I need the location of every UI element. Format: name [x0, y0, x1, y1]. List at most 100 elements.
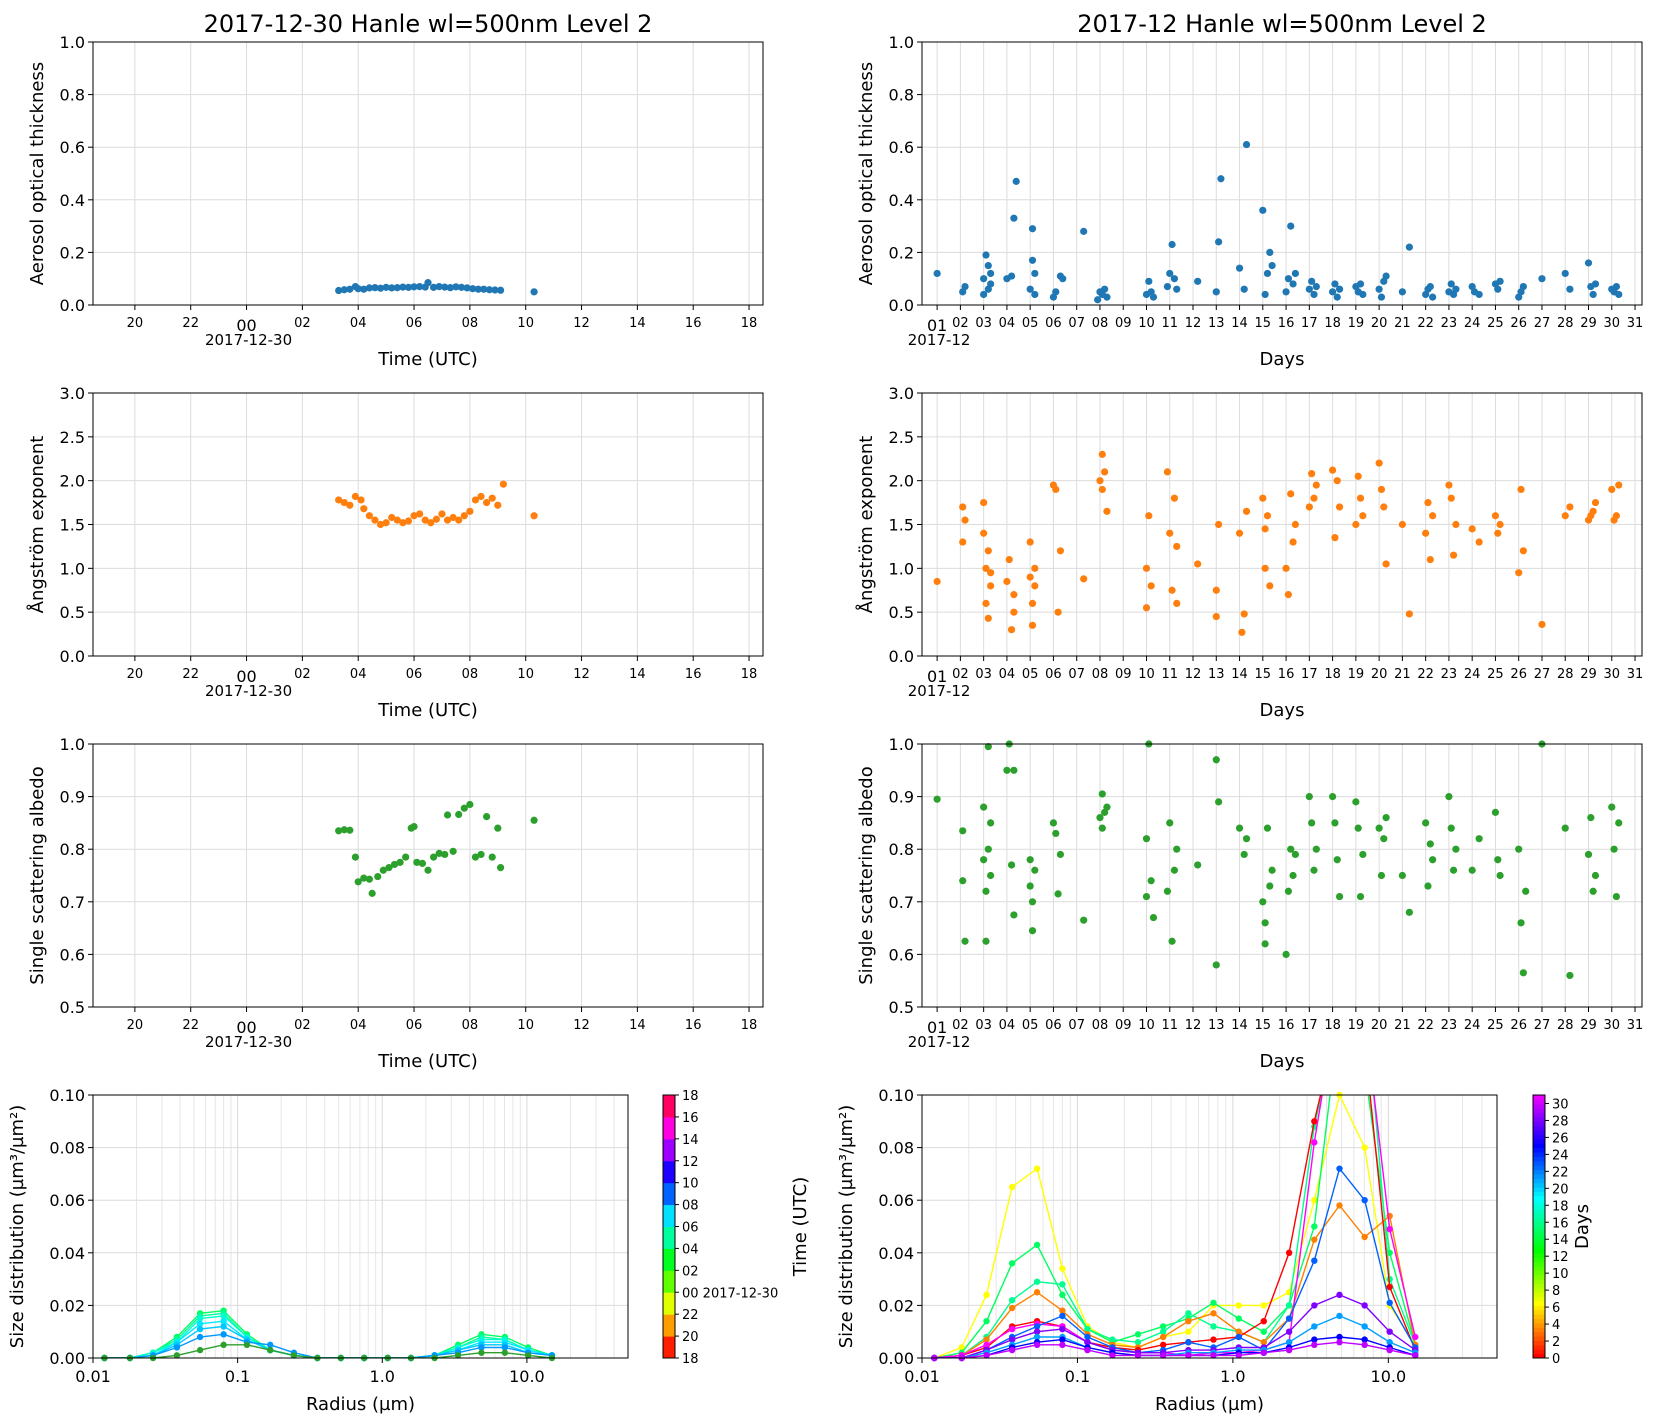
- x-tick-label: 31: [1627, 316, 1644, 331]
- series-point: [1059, 1291, 1066, 1299]
- x-tick-label: 06: [406, 667, 423, 682]
- x-axis-label: Days: [1260, 700, 1305, 721]
- data-point: [1235, 529, 1244, 537]
- data-point: [1007, 861, 1016, 869]
- series-point: [1185, 1317, 1192, 1325]
- data-point: [1163, 282, 1172, 291]
- series-point: [1033, 1323, 1041, 1330]
- colorbar-tick-label: 08: [682, 1199, 699, 1214]
- y-tick-label: 0.04: [878, 1244, 914, 1263]
- axes-frame: [92, 1094, 629, 1359]
- colorbar: 18 20 22 00 2017-12-30 02 04 06 08 10 12 14 16 18 Tim…: [662, 1089, 811, 1367]
- colorbar-band: [1533, 1257, 1545, 1263]
- x-tick-label: 28: [1557, 316, 1574, 331]
- data-point: [980, 290, 988, 299]
- series-point: [1386, 1328, 1393, 1335]
- colorbar-tick-label: 10: [1552, 1267, 1569, 1282]
- data-marks: [335, 480, 538, 529]
- colorbar-tick-label: 22: [682, 1308, 699, 1323]
- data-point: [980, 856, 988, 864]
- data-point: [1422, 819, 1430, 827]
- data-point: [1615, 290, 1623, 299]
- x-tick-label: 22: [1417, 667, 1434, 682]
- data-point: [1382, 272, 1390, 280]
- data-point: [1375, 459, 1383, 467]
- y-tick-label: 0.04: [49, 1244, 85, 1263]
- colorbar-tick-label: 24: [1552, 1148, 1569, 1163]
- x-tick-label: 16: [685, 316, 702, 331]
- x-tick-label: 12: [573, 667, 590, 682]
- x-tick-label: 11: [1161, 667, 1178, 682]
- y-tick-label: 0.6: [889, 138, 914, 157]
- colorbar-tick-label: 2: [1552, 1335, 1560, 1350]
- data-point: [335, 496, 343, 504]
- data-point: [1173, 599, 1181, 608]
- data-point: [379, 866, 387, 874]
- data-point: [365, 284, 373, 292]
- y-tick-label: 1.0: [889, 33, 914, 52]
- data-point: [371, 284, 379, 292]
- series-point: [267, 1341, 274, 1349]
- series-point: [1109, 1352, 1116, 1359]
- grid: [93, 41, 763, 306]
- series-point: [1134, 1331, 1142, 1338]
- series-point: [1386, 1299, 1393, 1306]
- data-point: [1584, 850, 1593, 859]
- colorbar-band: [1533, 1353, 1545, 1359]
- x-tick-label: 18: [741, 1018, 758, 1033]
- colorbar-band: [1533, 1125, 1545, 1131]
- data-point: [1612, 892, 1621, 901]
- x-tick-label: 06: [406, 1018, 423, 1033]
- data-point: [416, 510, 424, 518]
- series-point: [1386, 1225, 1393, 1233]
- x-tick-label: 22: [1417, 316, 1434, 331]
- data-point: [1308, 819, 1316, 827]
- data-point: [382, 283, 390, 291]
- data-point: [961, 516, 969, 524]
- colorbar-band: [1533, 1244, 1545, 1249]
- colorbar-band: [1533, 1116, 1545, 1122]
- data-point: [438, 510, 446, 518]
- y-axis-label: Aerosol optical thickness: [27, 62, 48, 285]
- data-point: [335, 827, 343, 835]
- x-tick-label: 15: [1255, 667, 1272, 682]
- y-tick-label: 3.0: [60, 384, 85, 403]
- series-point: [1033, 1289, 1041, 1296]
- series-point: [1059, 1325, 1066, 1333]
- x-tick-label: 07: [1068, 667, 1085, 682]
- series-line: [104, 1333, 553, 1358]
- data-point: [530, 288, 538, 296]
- data-point: [1359, 512, 1367, 520]
- y-tick-label: 0.5: [60, 998, 85, 1017]
- y-tick-label: 0.8: [889, 86, 914, 105]
- x-tick-label: 28: [1557, 667, 1574, 682]
- data-point: [1354, 472, 1362, 480]
- x-tick-label: 00: [236, 1018, 256, 1037]
- data-point: [1354, 824, 1362, 832]
- x-tick-label: 28: [1557, 1018, 1574, 1033]
- data-point: [435, 849, 443, 858]
- data-point: [1615, 819, 1623, 827]
- data-point: [1212, 586, 1220, 594]
- y-tick-label: 0.8: [60, 840, 85, 859]
- data-point: [1352, 798, 1360, 806]
- x-tick-label: 08: [1092, 667, 1109, 682]
- colorbar-frame: [1532, 1094, 1546, 1359]
- data-point: [1584, 259, 1593, 267]
- data-point: [1289, 871, 1297, 880]
- data-point: [1610, 845, 1618, 853]
- data-point: [1170, 866, 1179, 874]
- data-point: [382, 519, 390, 527]
- series-point: [1008, 1260, 1016, 1267]
- x-tick-label: 16: [685, 667, 702, 682]
- series-point: [1134, 1352, 1142, 1359]
- data-point: [1377, 485, 1386, 494]
- y-tick-label: 0.9: [889, 788, 914, 807]
- data-point: [1235, 824, 1244, 832]
- panel-sd_day: 0.00 0.02 0.04 0.06 0.08 0.10 0.01 0.1 1.0 10.0 Ra…: [7, 1086, 811, 1415]
- colorbar-band: [1533, 1270, 1545, 1276]
- data-point: [449, 847, 457, 855]
- x-tick-label: 16: [685, 1018, 702, 1033]
- series-point: [1084, 1339, 1091, 1346]
- data-point: [1238, 628, 1246, 636]
